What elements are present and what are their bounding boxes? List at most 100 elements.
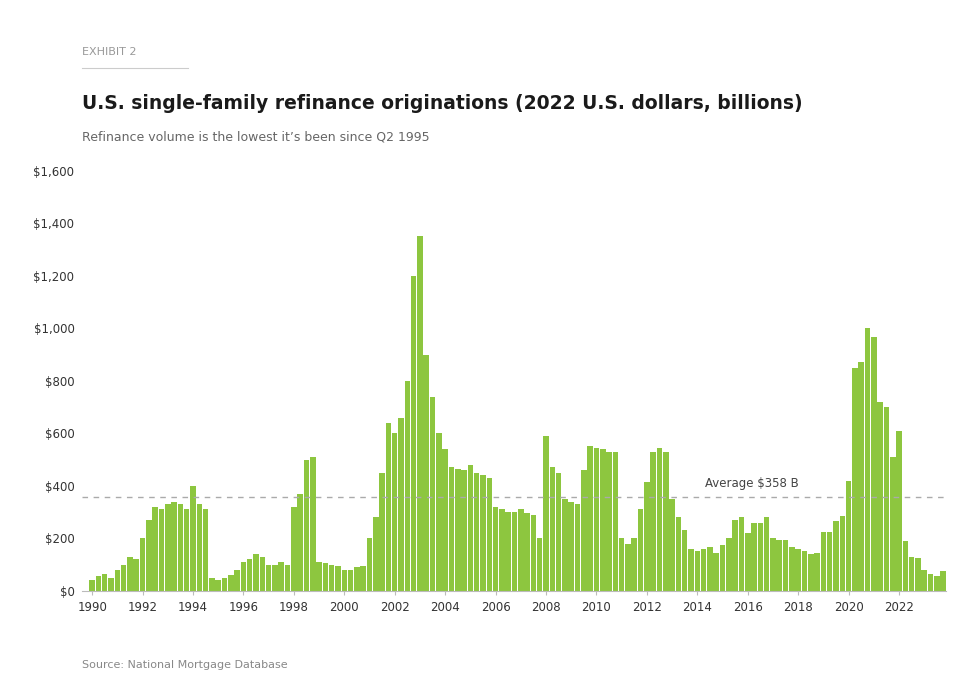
Bar	[752, 522, 757, 591]
Bar	[115, 570, 120, 591]
Bar	[934, 576, 940, 591]
Text: Average $358 B: Average $358 B	[704, 477, 799, 490]
Bar	[902, 541, 908, 591]
Bar	[190, 486, 196, 591]
Bar	[285, 565, 290, 591]
Bar	[291, 507, 296, 591]
Bar	[922, 570, 927, 591]
Bar	[373, 517, 378, 591]
Bar	[481, 475, 485, 591]
Bar	[865, 329, 870, 591]
Bar	[568, 501, 574, 591]
Bar	[713, 553, 719, 591]
Bar	[127, 557, 133, 591]
Bar	[347, 570, 353, 591]
Bar	[625, 544, 631, 591]
Bar	[563, 499, 567, 591]
Bar	[575, 504, 580, 591]
Bar	[197, 504, 202, 591]
Bar	[808, 554, 813, 591]
Bar	[732, 520, 738, 591]
Bar	[90, 581, 95, 591]
Bar	[758, 522, 763, 591]
Bar	[253, 554, 259, 591]
Bar	[386, 423, 391, 591]
Bar	[871, 337, 876, 591]
Bar	[657, 448, 662, 591]
Bar	[688, 549, 694, 591]
Bar	[102, 574, 107, 591]
Bar	[820, 532, 826, 591]
Bar	[474, 473, 480, 591]
Bar	[442, 449, 448, 591]
Text: EXHIBIT 2: EXHIBIT 2	[82, 46, 136, 57]
Bar	[783, 540, 788, 591]
Bar	[449, 467, 455, 591]
Bar	[827, 532, 833, 591]
Bar	[342, 570, 347, 591]
Bar	[777, 540, 782, 591]
Bar	[329, 565, 335, 591]
Bar	[600, 449, 605, 591]
Bar	[789, 548, 794, 591]
Bar	[676, 517, 681, 591]
Bar	[209, 578, 214, 591]
Bar	[795, 549, 801, 591]
Bar	[424, 354, 429, 591]
Bar	[927, 574, 933, 591]
Bar	[108, 578, 114, 591]
Bar	[524, 514, 530, 591]
Bar	[360, 566, 366, 591]
Bar	[140, 538, 146, 591]
Bar	[146, 520, 152, 591]
Bar	[695, 551, 700, 591]
Bar	[404, 380, 410, 591]
Bar	[158, 510, 164, 591]
Bar	[606, 451, 612, 591]
Bar	[846, 481, 851, 591]
Bar	[738, 517, 744, 591]
Bar	[770, 538, 776, 591]
Bar	[240, 562, 246, 591]
Bar	[133, 559, 139, 591]
Bar	[593, 448, 599, 591]
Bar	[121, 565, 126, 591]
Bar	[890, 457, 896, 591]
Bar	[172, 501, 177, 591]
Bar	[203, 510, 208, 591]
Bar	[272, 565, 278, 591]
Bar	[506, 512, 510, 591]
Bar	[493, 507, 498, 591]
Text: U.S. single-family refinance originations (2022 U.S. dollars, billions): U.S. single-family refinance origination…	[82, 94, 803, 113]
Bar	[802, 551, 808, 591]
Bar	[644, 482, 649, 591]
Bar	[537, 538, 542, 591]
Bar	[549, 467, 555, 591]
Bar	[468, 464, 473, 591]
Bar	[317, 562, 322, 591]
Bar	[840, 516, 845, 591]
Bar	[877, 402, 883, 591]
Bar	[638, 510, 644, 591]
Bar	[304, 460, 309, 591]
Bar	[581, 470, 587, 591]
Bar	[511, 512, 517, 591]
Bar	[399, 417, 403, 591]
Bar	[588, 447, 593, 591]
Bar	[279, 562, 284, 591]
Bar	[411, 276, 417, 591]
Bar	[322, 563, 328, 591]
Bar	[896, 431, 902, 591]
Bar	[417, 236, 423, 591]
Bar	[941, 571, 946, 591]
Bar	[884, 407, 889, 591]
Bar	[379, 473, 385, 591]
Bar	[165, 504, 171, 591]
Bar	[859, 363, 864, 591]
Bar	[297, 494, 303, 591]
Bar	[915, 558, 921, 591]
Bar	[619, 538, 624, 591]
Bar	[814, 553, 820, 591]
Bar	[701, 549, 706, 591]
Text: Source: National Mortgage Database: Source: National Mortgage Database	[82, 660, 288, 670]
